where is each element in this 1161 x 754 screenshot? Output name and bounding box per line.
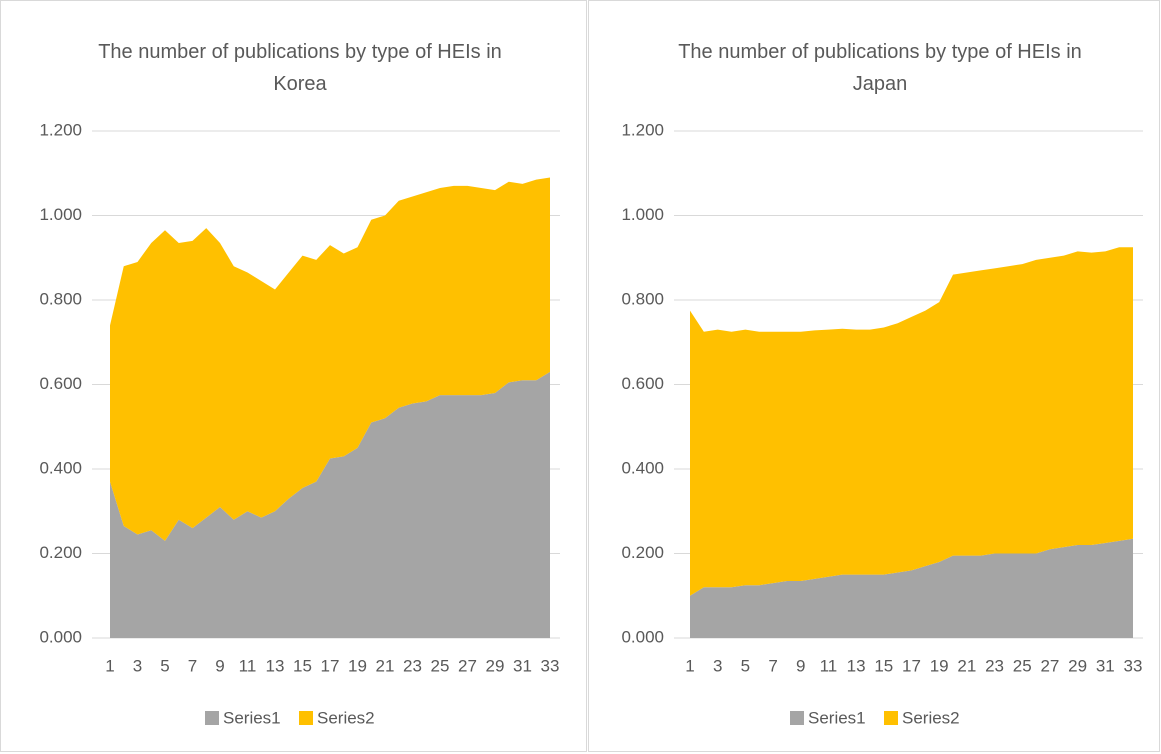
- x-tick-label: 17: [321, 656, 340, 675]
- x-tick-label: 5: [741, 656, 750, 675]
- x-tick-label: 13: [266, 656, 285, 675]
- x-tick-label: 11: [239, 656, 257, 675]
- legend-label: Series2: [317, 708, 375, 727]
- x-tick-label: 11: [820, 656, 838, 675]
- x-tick-label: 3: [133, 656, 142, 675]
- x-tick-label: 29: [486, 656, 505, 675]
- x-tick-label: 33: [541, 656, 560, 675]
- x-tick-label: 9: [796, 656, 805, 675]
- y-tick-label: 0.600: [621, 374, 664, 393]
- x-tick-label: 17: [902, 656, 921, 675]
- legend-swatch: [790, 711, 804, 725]
- x-tick-label: 1: [685, 656, 694, 675]
- y-tick-label: 0.600: [39, 374, 82, 393]
- chart-title: The number of publications by type of HE…: [98, 41, 502, 95]
- y-tick-label: 0.000: [39, 627, 82, 646]
- y-tick-label: 1.000: [39, 205, 82, 224]
- x-tick-label: 21: [376, 656, 395, 675]
- x-tick-label: 19: [348, 656, 367, 675]
- x-tick-label: 7: [188, 656, 197, 675]
- chart-title: The number of publications by type of HE…: [678, 41, 1082, 95]
- x-tick-label: 3: [713, 656, 722, 675]
- x-tick-label: 29: [1068, 656, 1087, 675]
- x-tick-label: 27: [458, 656, 477, 675]
- y-tick-label: 0.400: [621, 458, 664, 477]
- x-tick-label: 25: [431, 656, 450, 675]
- x-tick-label: 21: [957, 656, 976, 675]
- chart-panel: [588, 0, 1160, 752]
- y-tick-label: 0.400: [39, 458, 82, 477]
- y-tick-label: 1.200: [621, 120, 664, 139]
- legend-swatch: [884, 711, 898, 725]
- x-tick-label: 23: [985, 656, 1004, 675]
- y-tick-label: 1.000: [621, 205, 664, 224]
- x-tick-label: 1: [105, 656, 114, 675]
- x-tick-label: 23: [403, 656, 422, 675]
- x-tick-label: 33: [1124, 656, 1143, 675]
- y-tick-label: 1.200: [39, 120, 82, 139]
- legend-label: Series1: [808, 708, 866, 727]
- legend-label: Series1: [223, 708, 281, 727]
- x-tick-label: 27: [1040, 656, 1059, 675]
- x-tick-label: 25: [1013, 656, 1032, 675]
- y-tick-label: 0.800: [39, 289, 82, 308]
- x-tick-label: 9: [215, 656, 224, 675]
- legend-label: Series2: [902, 708, 960, 727]
- y-tick-label: 0.200: [39, 543, 82, 562]
- area: [690, 538, 1133, 638]
- area: [110, 371, 550, 638]
- area: [690, 247, 1133, 596]
- x-tick-label: 15: [293, 656, 312, 675]
- y-tick-label: 0.000: [621, 627, 664, 646]
- chart-panel: [0, 0, 587, 752]
- legend-swatch: [299, 711, 313, 725]
- area: [110, 177, 550, 541]
- x-tick-label: 7: [768, 656, 777, 675]
- x-tick-label: 5: [160, 656, 169, 675]
- x-tick-label: 31: [513, 656, 532, 675]
- y-tick-label: 0.800: [621, 289, 664, 308]
- legend-swatch: [205, 711, 219, 725]
- x-tick-label: 15: [874, 656, 893, 675]
- y-tick-label: 0.200: [621, 543, 664, 562]
- x-tick-label: 31: [1096, 656, 1115, 675]
- x-tick-label: 13: [847, 656, 866, 675]
- x-tick-label: 19: [930, 656, 949, 675]
